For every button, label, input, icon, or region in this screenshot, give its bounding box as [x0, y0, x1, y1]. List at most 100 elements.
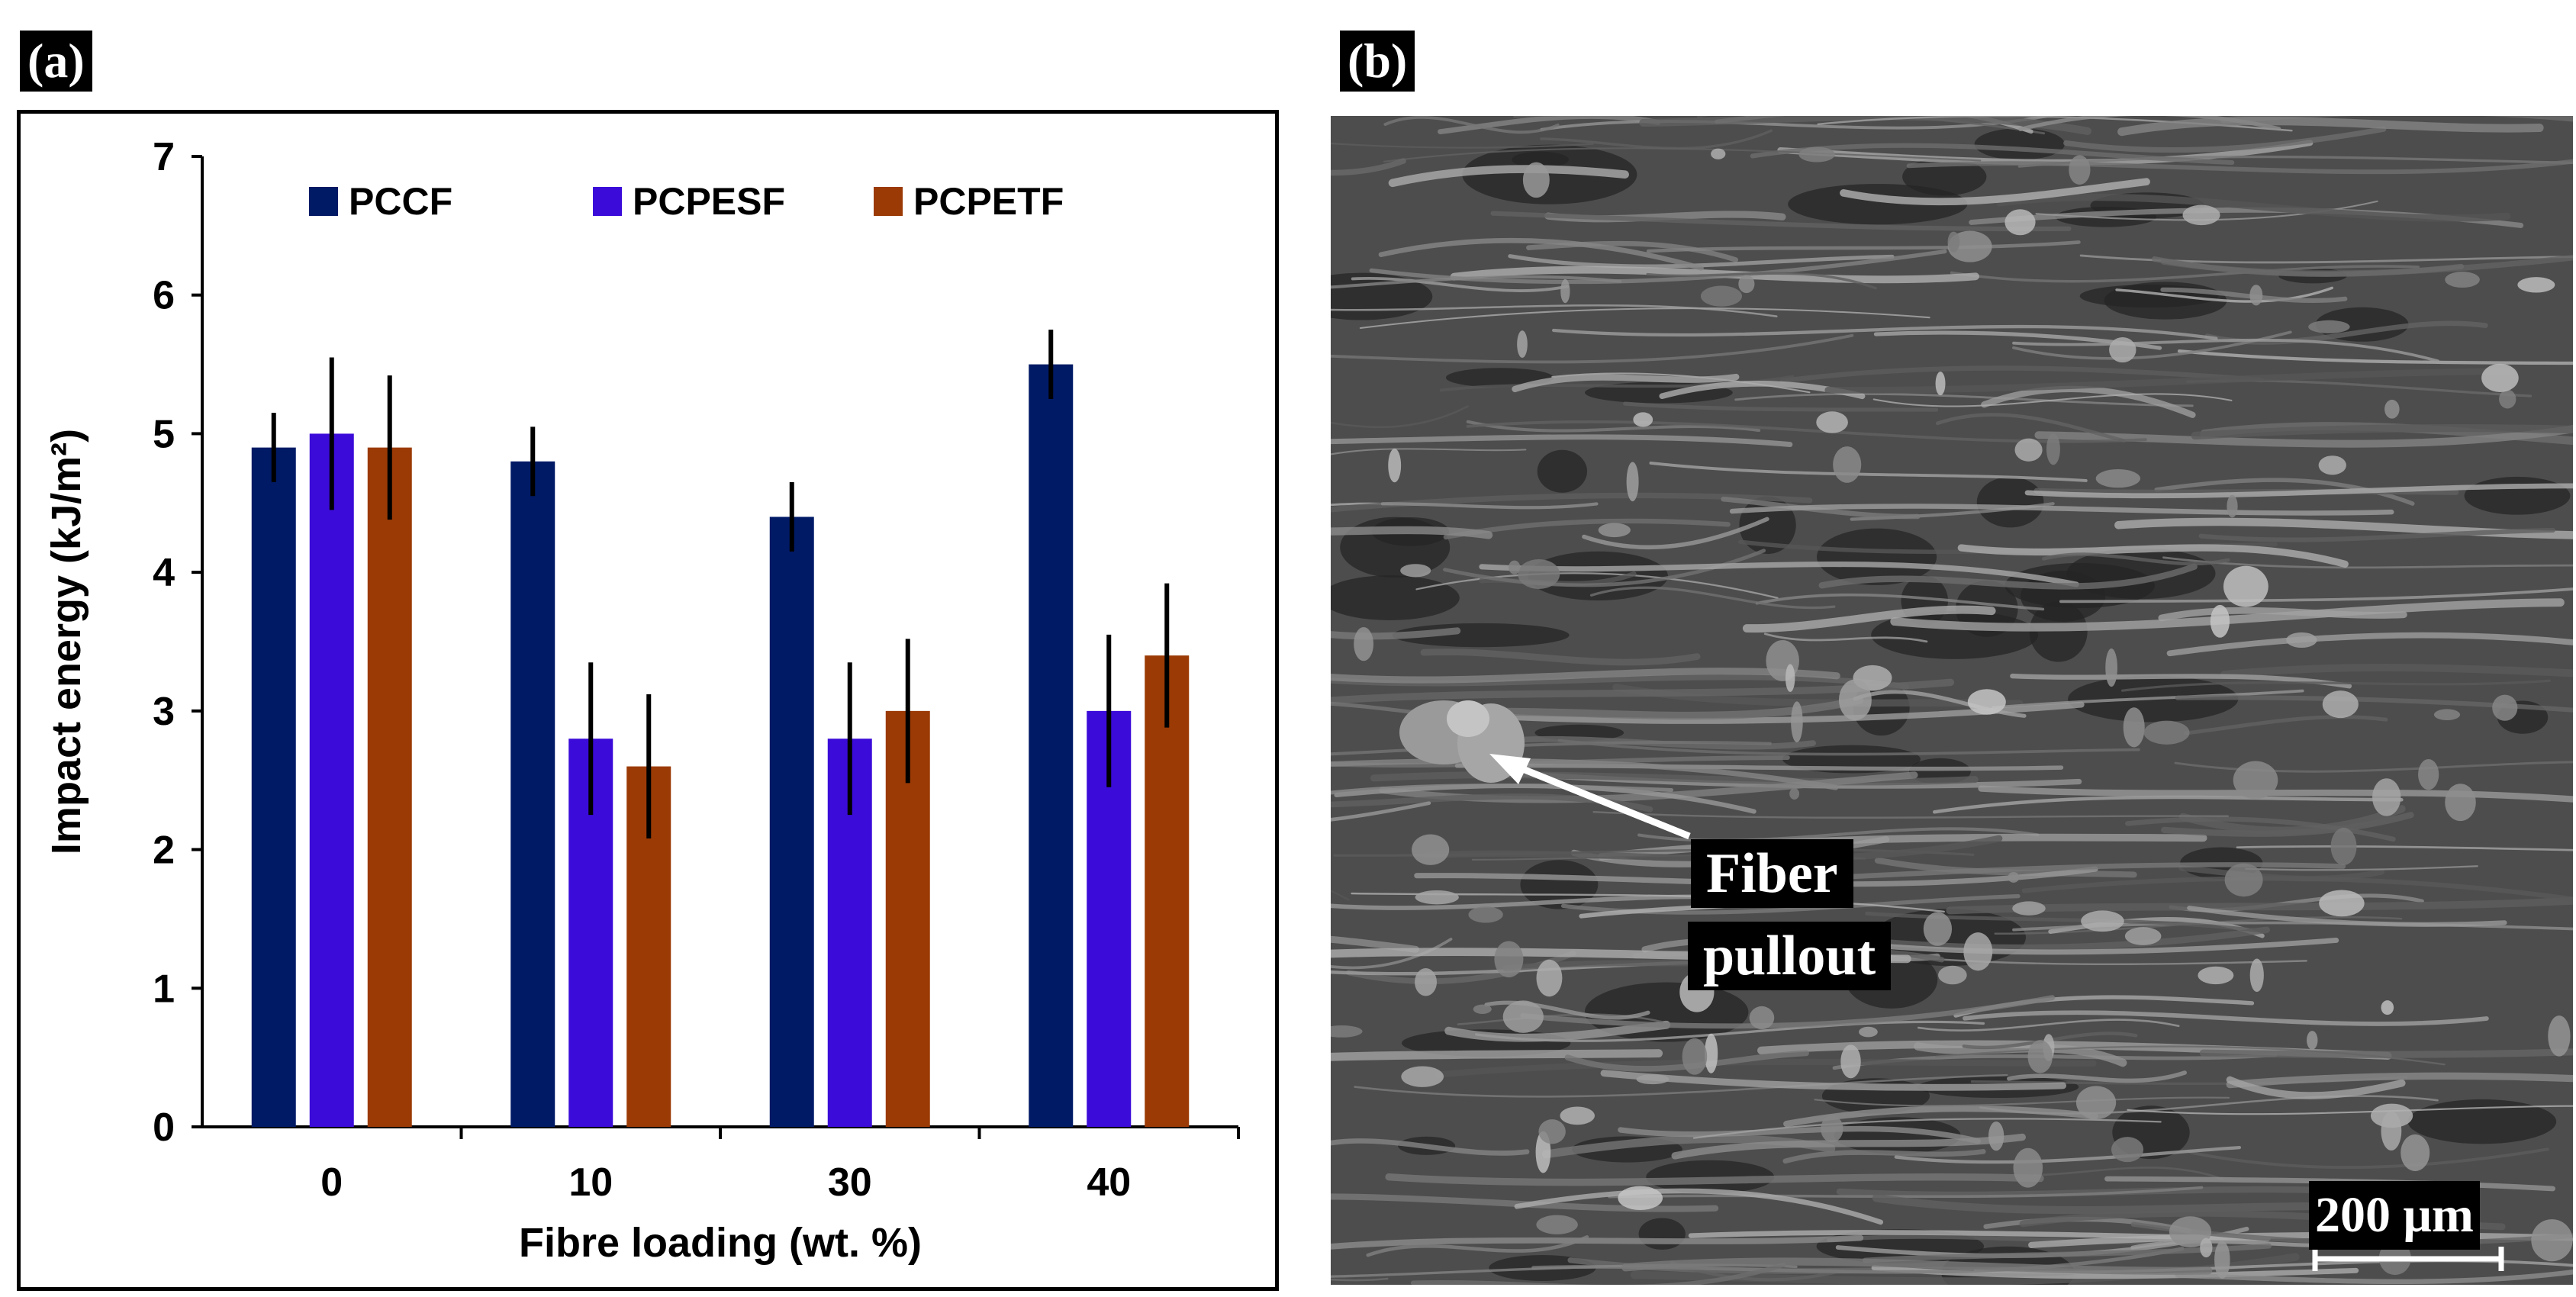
sem-particle	[1354, 626, 1373, 661]
sem-fiber	[1692, 1118, 2162, 1139]
sem-fiber	[2226, 1072, 2573, 1089]
sem-fiber	[1734, 392, 2194, 407]
sem-particle	[2004, 209, 2036, 236]
legend-label-pcpetf: PCPETF	[913, 180, 1064, 223]
sem-particle	[1468, 906, 1503, 923]
annotation-arrow	[1506, 759, 1691, 840]
sem-particle	[2381, 1000, 2394, 1015]
sem-fiber	[1589, 586, 1836, 610]
sem-void	[1537, 449, 1588, 493]
sem-particle	[2433, 709, 2461, 721]
sem-particle	[1840, 1044, 1861, 1079]
sem-fiber	[1646, 272, 1877, 290]
sem-fiber	[1557, 739, 2140, 756]
sem-fiber	[1351, 276, 1570, 292]
sem-particle	[1704, 1033, 1718, 1073]
annotation-arrowhead	[1489, 754, 1531, 784]
sem-particle	[1859, 1026, 1878, 1038]
sem-fiber	[1649, 462, 2088, 482]
sem-particle	[1988, 1121, 2004, 1151]
sem-particle	[2105, 648, 2117, 687]
y-tick-label: 3	[153, 690, 175, 734]
sem-fiber	[1331, 1277, 1389, 1282]
sem-fiber	[1520, 995, 2056, 1029]
sem-particle	[2123, 707, 2145, 748]
bar-chart-panel: 0 1 2 3 4 5 6 7 0 10 30 40 PCCF PCPESF PCPETF Fibre loa…	[17, 110, 1279, 1291]
sem-particle	[2233, 761, 2278, 800]
sem-particle	[1388, 448, 1402, 483]
scale-bar-label: 200 μm	[2309, 1181, 2480, 1250]
sem-void	[1520, 860, 1599, 909]
sem-fiber	[2024, 483, 2573, 499]
sem-fiber	[1618, 1125, 1981, 1144]
sem-particle	[1401, 1066, 1444, 1087]
sem-fiber	[2152, 256, 2465, 277]
sem-fiber	[1331, 434, 1793, 448]
sem-fiber	[1598, 833, 2207, 861]
y-tick-label: 4	[153, 551, 175, 595]
sem-void	[1976, 476, 2044, 528]
sem-fiber	[1331, 793, 1653, 813]
y-tick-label: 6	[153, 274, 175, 318]
sem-void	[1638, 1218, 1686, 1250]
bar-pccf-10	[510, 461, 555, 1127]
sem-fiber	[2114, 517, 2573, 539]
bar-chart: 0 1 2 3 4 5 6 7 0 10 30 40 PCCF PCPESF PCPETF Fibre loa…	[43, 135, 1240, 1266]
x-tick-label: 40	[1087, 1160, 1131, 1205]
sem-particle	[2307, 1031, 2318, 1050]
sem-particle	[1738, 275, 1755, 294]
fiber-pullout-label-line2: pullout	[1688, 922, 1892, 990]
x-tick-label: 0	[320, 1160, 343, 1205]
sem-particle	[1494, 941, 1524, 978]
sem-fiber	[1623, 401, 1939, 412]
sem-fiber	[1608, 1186, 2204, 1199]
sem-fiber	[1992, 689, 2304, 710]
sem-particle	[2418, 759, 2439, 790]
legend-swatch-pcpetf	[874, 187, 903, 216]
sem-particle	[1749, 1006, 1775, 1030]
sem-void	[2407, 1099, 2557, 1144]
sem-fiber	[2127, 1105, 2573, 1115]
sem-fiber	[1995, 193, 2511, 222]
sem-particle	[1536, 1215, 1578, 1234]
sem-fiber	[2017, 155, 2573, 168]
sem-fiber	[1950, 265, 2420, 283]
sem-fiber	[1513, 116, 2046, 135]
sem-fiber	[2220, 664, 2573, 679]
sem-fiber	[1380, 502, 1599, 510]
sem-particle	[1400, 564, 1431, 578]
sem-fiber	[2021, 876, 2573, 902]
sem-fiber	[1512, 373, 1740, 393]
sem-particle	[2182, 204, 2220, 226]
sem-fiber	[1872, 393, 2233, 407]
sem-particle	[1518, 558, 1560, 590]
sem-particle	[1560, 1106, 1596, 1125]
sem-fiber	[2236, 845, 2573, 851]
sem-void	[2079, 285, 2219, 308]
sem-fiber	[1385, 1173, 2044, 1186]
sem-fiber	[1388, 165, 1629, 188]
sem-fiber	[1840, 178, 2150, 206]
sem-particle	[2109, 337, 2136, 363]
sem-fiber	[2166, 632, 2573, 657]
sem-fiber	[1853, 690, 2027, 718]
sem-particle	[1538, 1119, 1566, 1144]
sem-void	[1392, 623, 1570, 648]
sem-fiber	[2007, 1070, 2187, 1083]
sem-particle	[1838, 679, 1872, 721]
sem-void	[1512, 151, 1569, 168]
sem-particle	[2198, 966, 2234, 985]
sem-fiber	[1370, 771, 1979, 786]
sem-void	[1646, 1160, 1775, 1194]
sem-particle	[1791, 701, 1803, 743]
sem-fiber	[1742, 605, 1996, 633]
fiber-pullout-label-line1: Fiber	[1691, 839, 1853, 908]
sem-particle	[2124, 927, 2162, 945]
sem-fiber	[2010, 673, 2352, 689]
sem-fiber	[1450, 266, 1979, 284]
sem-fiber	[2177, 349, 2573, 365]
sem-fiber	[1479, 562, 2079, 587]
sem-fiber	[1331, 333, 1854, 364]
sem-fiber	[2191, 423, 2573, 440]
sem-fiber	[1331, 1049, 1663, 1061]
